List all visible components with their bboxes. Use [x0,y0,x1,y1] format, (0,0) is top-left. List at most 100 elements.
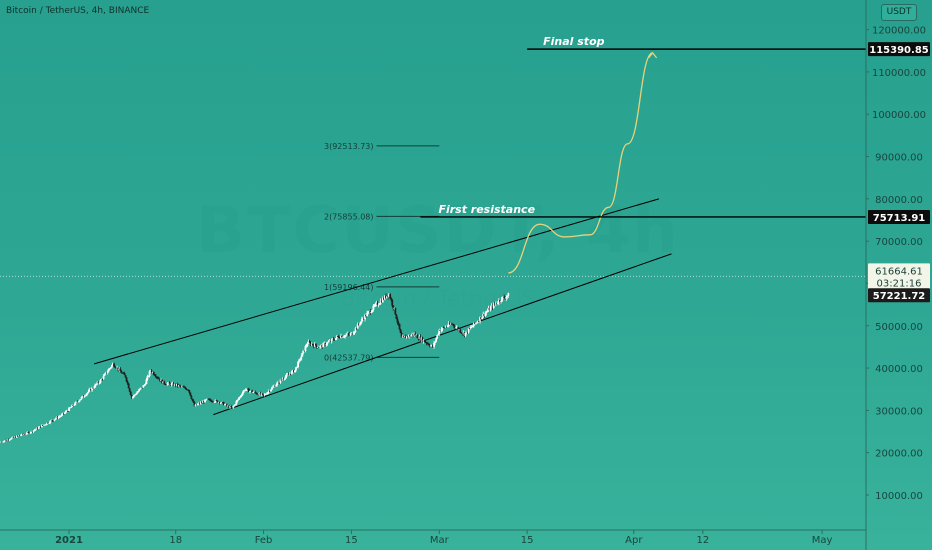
candle [408,335,410,338]
currency-button[interactable]: USDT [881,4,917,21]
x-tick-label: 12 [696,535,709,546]
candle [304,346,307,351]
candle [345,334,348,336]
candle [108,368,111,370]
candle [337,336,340,338]
candle [372,305,375,311]
candle [503,296,506,298]
candle [474,322,477,324]
candle [245,388,248,390]
candle [195,404,198,406]
candle [355,327,358,329]
candle [459,329,462,333]
candle [453,324,455,327]
candle [316,345,318,348]
candle [317,347,319,348]
candle [354,327,357,332]
candle [190,395,193,399]
candle [309,342,312,346]
candle [64,411,67,413]
y-tick-label: 20000.00 [875,449,923,460]
candle [359,321,362,325]
candle [350,333,353,334]
candle [335,336,338,339]
candle [499,300,501,302]
candle [243,390,246,391]
candle [284,376,287,379]
candle [213,402,216,403]
candle [43,424,45,426]
candle [409,335,411,337]
candle [81,395,84,398]
y-tick-label: 110000.00 [872,68,926,79]
channel-lower-line[interactable] [213,253,672,416]
candle [394,307,397,315]
candle [36,427,39,429]
projection-path[interactable] [508,52,653,274]
candle [136,392,138,395]
candle [161,379,164,384]
candle [44,424,46,426]
candle [192,400,195,403]
candle [63,412,66,414]
channel-upper-line[interactable] [93,198,660,365]
candle [288,373,291,375]
candle [152,372,155,375]
candle [9,439,12,440]
candle [397,322,400,324]
candle [418,336,421,339]
candle [286,374,289,375]
candle [82,395,85,397]
candle [396,318,399,323]
candle [328,340,331,342]
candle [89,388,91,391]
candle [377,304,380,306]
candle [112,363,114,366]
candle [289,373,292,375]
candle [382,298,385,300]
candle [269,389,272,392]
candle [371,310,374,312]
candle [147,375,150,377]
candle [1,441,3,443]
candle [376,302,379,306]
candle [250,390,252,392]
candle [260,393,263,395]
candle [455,327,457,329]
candle [413,333,416,336]
candle [436,335,439,339]
candle [159,378,161,381]
candle [383,295,386,300]
candle [287,374,290,375]
candle [303,350,306,352]
candle [248,388,250,393]
candle [66,410,68,412]
candle [115,367,117,369]
candle [187,389,190,391]
fib-level-label: 0(42537.79) [324,353,374,362]
candle [433,342,435,348]
candle [234,404,237,406]
candle [163,381,166,384]
candle [17,435,20,437]
y-tick-label: 40000.00 [875,364,923,375]
candle [450,323,453,325]
candle [246,388,249,390]
candle [134,394,136,396]
candle [451,323,454,325]
candle [390,298,393,300]
candle [184,386,187,389]
candle [300,356,303,360]
x-tick-label: 18 [169,535,182,546]
candle [230,406,233,408]
candle [144,383,147,386]
candle [458,329,461,331]
candle [235,401,238,405]
x-tick-label: 15 [345,535,358,546]
candle [131,396,134,398]
candle [100,379,103,381]
candle [162,381,165,384]
candle [311,343,314,345]
